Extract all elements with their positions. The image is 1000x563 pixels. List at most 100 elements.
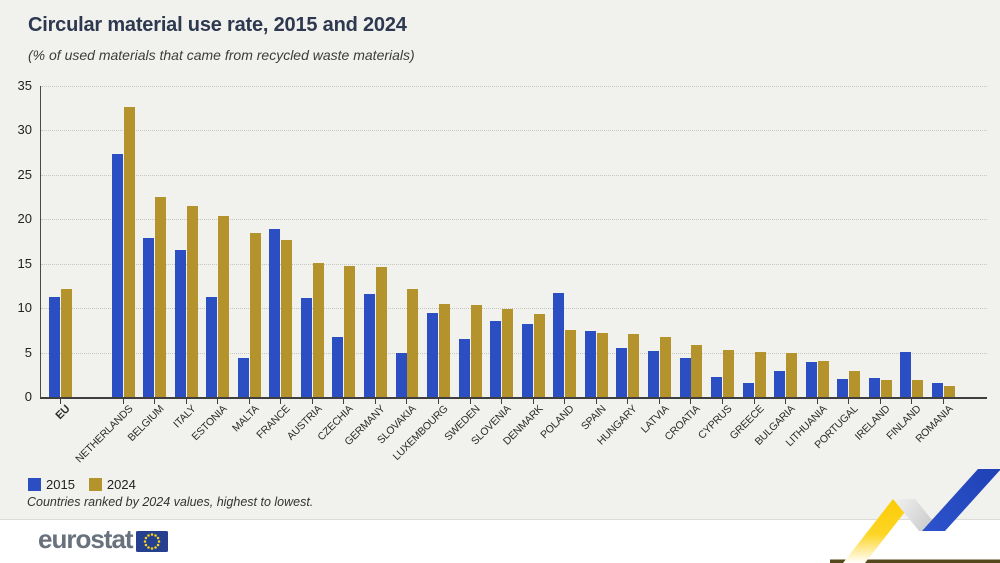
chart-legend: 2015 2024 (28, 477, 136, 492)
x-tick-belgium (154, 399, 156, 404)
x-tick-eu (59, 399, 61, 404)
bar-2024-denmark (533, 314, 545, 397)
eurostat-logo: eurostat (38, 524, 168, 555)
bar-2015-netherlands (111, 154, 123, 397)
x-tick-austria (311, 399, 313, 404)
legend-label-2015: 2015 (46, 477, 75, 492)
x-tick-netherlands (122, 399, 124, 404)
bar-2015-greece (742, 382, 754, 397)
y-tick-label-20: 20 (17, 211, 32, 227)
x-tick-croatia (690, 399, 692, 404)
eu-flag-icon (135, 530, 168, 552)
bar-2015-portugal (837, 379, 849, 397)
gridline-10 (41, 308, 987, 310)
gridline-35 (41, 86, 987, 87)
legend-item-2024: 2024 (88, 477, 136, 492)
bar-2015-sweden (458, 339, 470, 397)
x-tick-hungary (627, 399, 629, 404)
x-tick-france (280, 399, 282, 404)
bar-2024-malta (249, 232, 261, 397)
chart-footnote: Countries ranked by 2024 values, highest… (27, 495, 314, 509)
plot-area: EU NETHERLANDS BELGIUM ITALY ESTONIA MALTA FRA… (40, 86, 987, 465)
bar-2024-france (281, 239, 293, 397)
bar-2015-austria (300, 298, 312, 397)
bar-2015-estonia (206, 296, 218, 397)
bar-2015-finland (900, 351, 912, 397)
bar-2015-france (269, 229, 281, 397)
legend-item-2015: 2015 (28, 477, 75, 492)
ribbon-yellow (843, 499, 915, 563)
bar-2024-belgium (155, 197, 167, 397)
bar-2015-malta (237, 357, 249, 397)
bar-2015-lithuania (805, 362, 817, 397)
bar-2015-luxembourg (427, 312, 439, 397)
legend-swatch-2024 (88, 478, 102, 491)
bar-2024-eu (60, 288, 72, 397)
bar-2024-slovenia (502, 309, 514, 397)
y-tick-label-35: 35 (17, 78, 32, 93)
x-tick-latvia (658, 399, 660, 404)
x-tick-estonia (217, 399, 219, 404)
bar-2024-ireland (880, 380, 892, 397)
gridline-25 (41, 174, 987, 176)
ribbon-gray-fold (893, 499, 941, 531)
ribbon-dark-strip (830, 559, 1000, 563)
bar-2024-sweden (470, 304, 482, 397)
x-tick-lithuania (816, 399, 818, 404)
bar-2024-portugal (849, 371, 861, 397)
bar-2024-luxembourg (439, 303, 450, 397)
y-tick-label-30: 30 (17, 122, 32, 138)
bar-2015-poland (553, 293, 565, 397)
bar-2015-croatia (679, 357, 691, 397)
x-tick-spain (595, 399, 597, 404)
bar-2024-lithuania (817, 360, 829, 397)
page-title: Circular material use rate, 2015 and 202… (28, 14, 407, 36)
bar-2024-romania (943, 386, 955, 397)
bar-2024-slovakia (407, 289, 419, 397)
bar-2015-latvia (647, 350, 659, 397)
x-tick-bulgaria (785, 399, 787, 404)
gridline-15 (41, 263, 987, 265)
x-tick-italy (185, 399, 187, 404)
bar-2024-netherlands (123, 107, 135, 397)
bar-2015-eu (48, 297, 60, 397)
x-tick-slovenia (501, 399, 503, 404)
legend-label-2024: 2024 (106, 477, 136, 492)
gridline-20 (41, 219, 987, 221)
y-tick-label-10: 10 (17, 300, 32, 316)
bar-2024-spain (596, 333, 608, 397)
x-tick-ireland (879, 399, 881, 404)
bar-2015-czechia (332, 336, 344, 397)
bar-2024-finland (912, 380, 924, 397)
x-tick-slovakia (406, 399, 408, 404)
legend-swatch-2015 (28, 478, 41, 491)
bar-2024-poland (565, 330, 577, 397)
x-tick-luxembourg (438, 399, 439, 404)
bar-2015-ireland (868, 378, 880, 397)
x-tick-portugal (848, 399, 850, 404)
x-tick-czechia (343, 399, 345, 404)
x-tick-finland (911, 399, 913, 404)
y-tick-label-15: 15 (17, 255, 32, 271)
x-tick-poland (564, 399, 566, 404)
bar-2024-germany (375, 267, 387, 397)
bar-2015-germany (364, 293, 375, 397)
x-tick-sweden (469, 399, 471, 404)
bar-2024-austria (312, 262, 324, 397)
bar-2024-cyprus (722, 349, 734, 397)
bar-2024-croatia (691, 345, 703, 397)
bar-2015-italy (174, 249, 186, 397)
bar-2015-romania (931, 382, 943, 397)
x-tick-denmark (532, 399, 534, 404)
x-tick-germany (374, 399, 376, 404)
gridline-5 (41, 352, 987, 354)
bar-2015-slovakia (395, 353, 407, 397)
y-tick-label-25: 25 (17, 166, 32, 182)
x-tick-cyprus (721, 399, 723, 404)
bar-2024-latvia (659, 337, 671, 397)
ribbon-decoration (830, 469, 1000, 563)
bar-2024-bulgaria (786, 353, 798, 397)
chart-subtitle: (% of used materials that came from recy… (28, 47, 415, 63)
bar-2015-cyprus (711, 376, 723, 397)
